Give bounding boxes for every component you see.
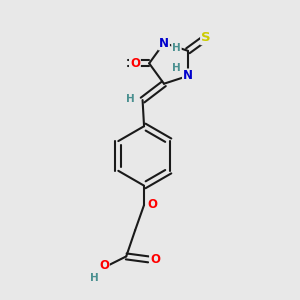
Text: O: O (130, 57, 140, 70)
Text: O: O (150, 253, 160, 266)
Text: N: N (159, 37, 169, 50)
Text: O: O (99, 260, 109, 272)
Text: N: N (183, 69, 193, 82)
Text: S: S (201, 31, 211, 44)
Text: O: O (147, 199, 158, 212)
Text: H: H (126, 94, 134, 103)
Text: H: H (172, 63, 181, 73)
Text: H: H (172, 44, 181, 53)
Text: H: H (90, 273, 98, 283)
